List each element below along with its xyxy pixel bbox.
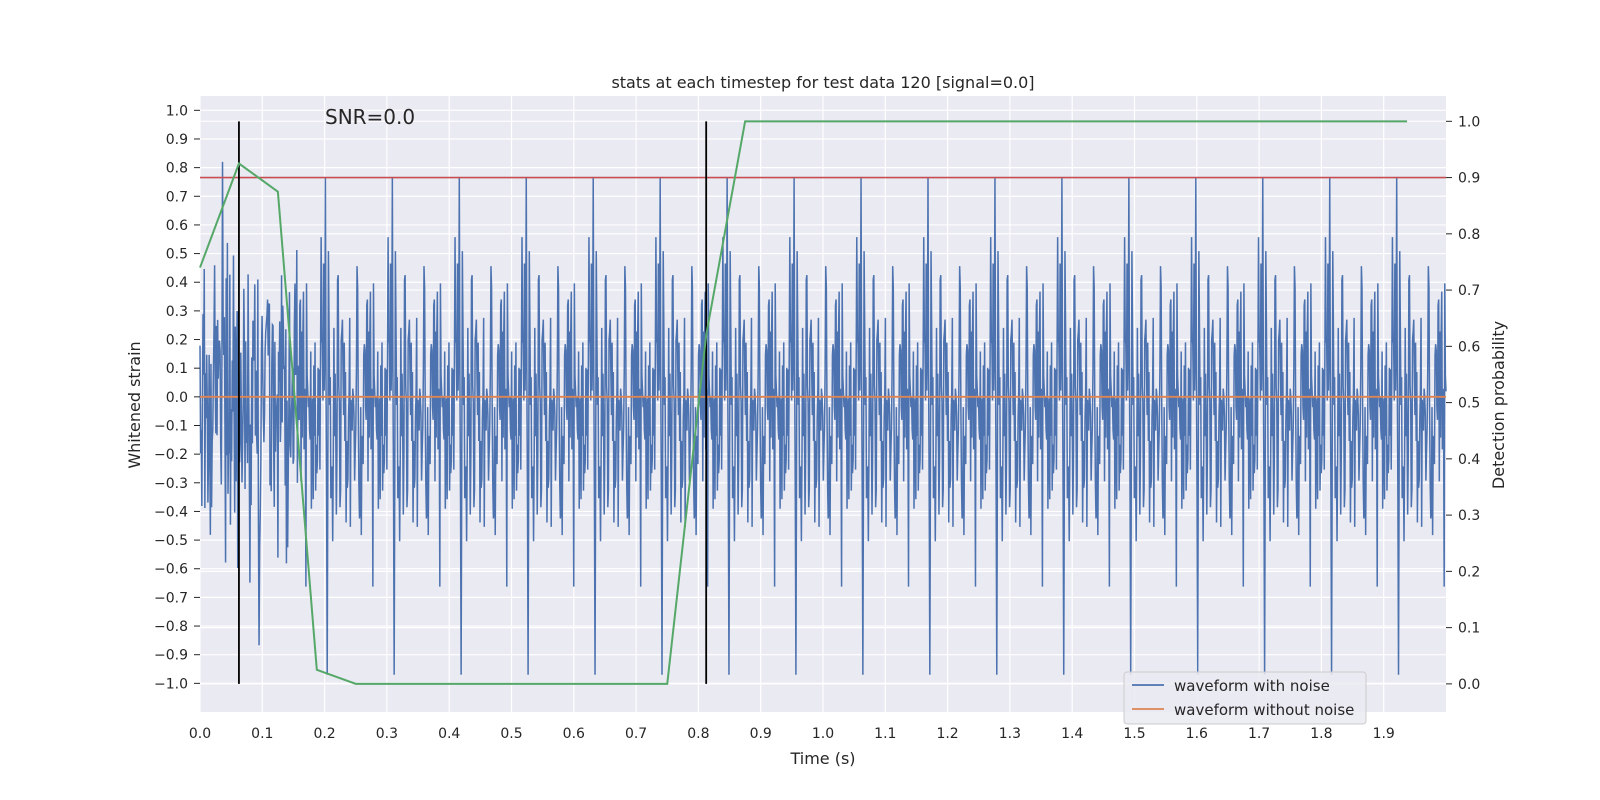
y-tick-label-right: 0.1 [1458, 621, 1480, 637]
legend-box [1123, 671, 1367, 725]
y-tick-label-right: 0.8 [1458, 227, 1480, 243]
x-tick-label: 0.4 [438, 726, 460, 742]
y-tick-label-left: 0.6 [166, 218, 188, 234]
bottom-axis: 0.0 0.1 0.2 0.3 0.4 0.5 0.6 0.7 0.8 0.9 1.0 1.1 1.2 1… [189, 726, 1395, 742]
y-tick-label-right: 1.0 [1458, 114, 1480, 130]
x-tick-label: 0.0 [189, 726, 211, 742]
left-axis: 1.0 0.9 0.8 0.7 0.6 0.5 0.4 0.3 0.2 0.1 0.0 −0.1 −0.… [154, 103, 200, 692]
y-tick-label-left: 0.1 [166, 361, 188, 377]
right-axis: 1.0 0.9 0.8 0.7 0.6 0.5 0.4 0.3 0.2 0.1 0.0 [1446, 114, 1480, 693]
y-tick-label-left: 0.2 [166, 333, 188, 349]
x-tick-label: 1.5 [1123, 726, 1145, 742]
x-tick-label: 1.4 [1061, 726, 1083, 742]
snr-annotation: SNR=0.0 [325, 105, 415, 129]
y-tick-label-right: 0.7 [1458, 283, 1480, 299]
y-tick-label-left: −0.2 [154, 447, 188, 463]
x-tick-label: 1.9 [1373, 726, 1395, 742]
noise-waveform-line [199, 161, 1447, 675]
x-tick-label: 0.1 [251, 726, 273, 742]
x-axis-label: Time (s) [789, 749, 855, 768]
y-tick-label-right: 0.2 [1458, 564, 1480, 580]
x-tick-label: 0.7 [625, 726, 647, 742]
x-tick-label: 1.0 [812, 726, 834, 742]
y-tick-label-right: 0.0 [1458, 677, 1480, 693]
y-tick-label-left: −0.4 [154, 504, 188, 520]
x-tick-label: 0.2 [313, 726, 335, 742]
legend: waveform with noise waveform without noi… [1123, 671, 1367, 725]
chart-title: stats at each timestep for test data 120… [611, 73, 1034, 92]
legend-label-clean: waveform without noise [1174, 701, 1354, 719]
x-tick-label: 0.8 [687, 726, 709, 742]
y-tick-label-left: 0.3 [166, 304, 188, 320]
y-tick-label-left: −0.5 [154, 533, 188, 549]
y-tick-label-right: 0.3 [1458, 508, 1480, 524]
x-tick-label: 0.9 [750, 726, 772, 742]
y-axis-label-right: Detection probability [1489, 321, 1508, 489]
y-axis-label-left: Whitened strain [125, 341, 144, 468]
y-tick-label-left: 0.4 [166, 275, 188, 291]
y-tick-label-left: 0.8 [166, 161, 188, 177]
y-tick-label-left: 0.0 [166, 390, 188, 406]
x-tick-label: 1.7 [1248, 726, 1270, 742]
data-layer [199, 120, 1447, 685]
y-tick-label-left: −0.7 [154, 590, 188, 606]
y-tick-label-right: 0.5 [1458, 396, 1480, 412]
x-tick-label: 0.5 [500, 726, 522, 742]
y-tick-label-left: −0.8 [154, 619, 188, 635]
y-tick-label-left: 0.9 [166, 132, 188, 148]
y-tick-label-left: −0.6 [154, 562, 188, 578]
y-tick-label-right: 0.4 [1458, 452, 1480, 468]
y-tick-label-right: 0.9 [1458, 171, 1480, 187]
x-tick-label: 1.1 [874, 726, 896, 742]
x-tick-label: 1.6 [1186, 726, 1208, 742]
x-tick-label: 1.3 [999, 726, 1021, 742]
x-tick-label: 0.3 [376, 726, 398, 742]
y-tick-label-left: −1.0 [154, 676, 188, 692]
y-tick-label-left: −0.3 [154, 476, 188, 492]
y-tick-label-left: 0.7 [166, 189, 188, 205]
y-tick-label-left: −0.9 [154, 648, 188, 664]
y-tick-label-left: −0.1 [154, 418, 188, 434]
x-tick-label: 1.2 [936, 726, 958, 742]
y-tick-label-left: 1.0 [166, 103, 188, 119]
detection-probability-line [199, 120, 1408, 685]
legend-label-noise: waveform with noise [1174, 677, 1330, 695]
x-tick-label: 0.6 [563, 726, 585, 742]
y-tick-label-right: 0.6 [1458, 339, 1480, 355]
x-tick-label: 1.8 [1310, 726, 1332, 742]
y-tick-label-left: 0.5 [166, 247, 188, 263]
